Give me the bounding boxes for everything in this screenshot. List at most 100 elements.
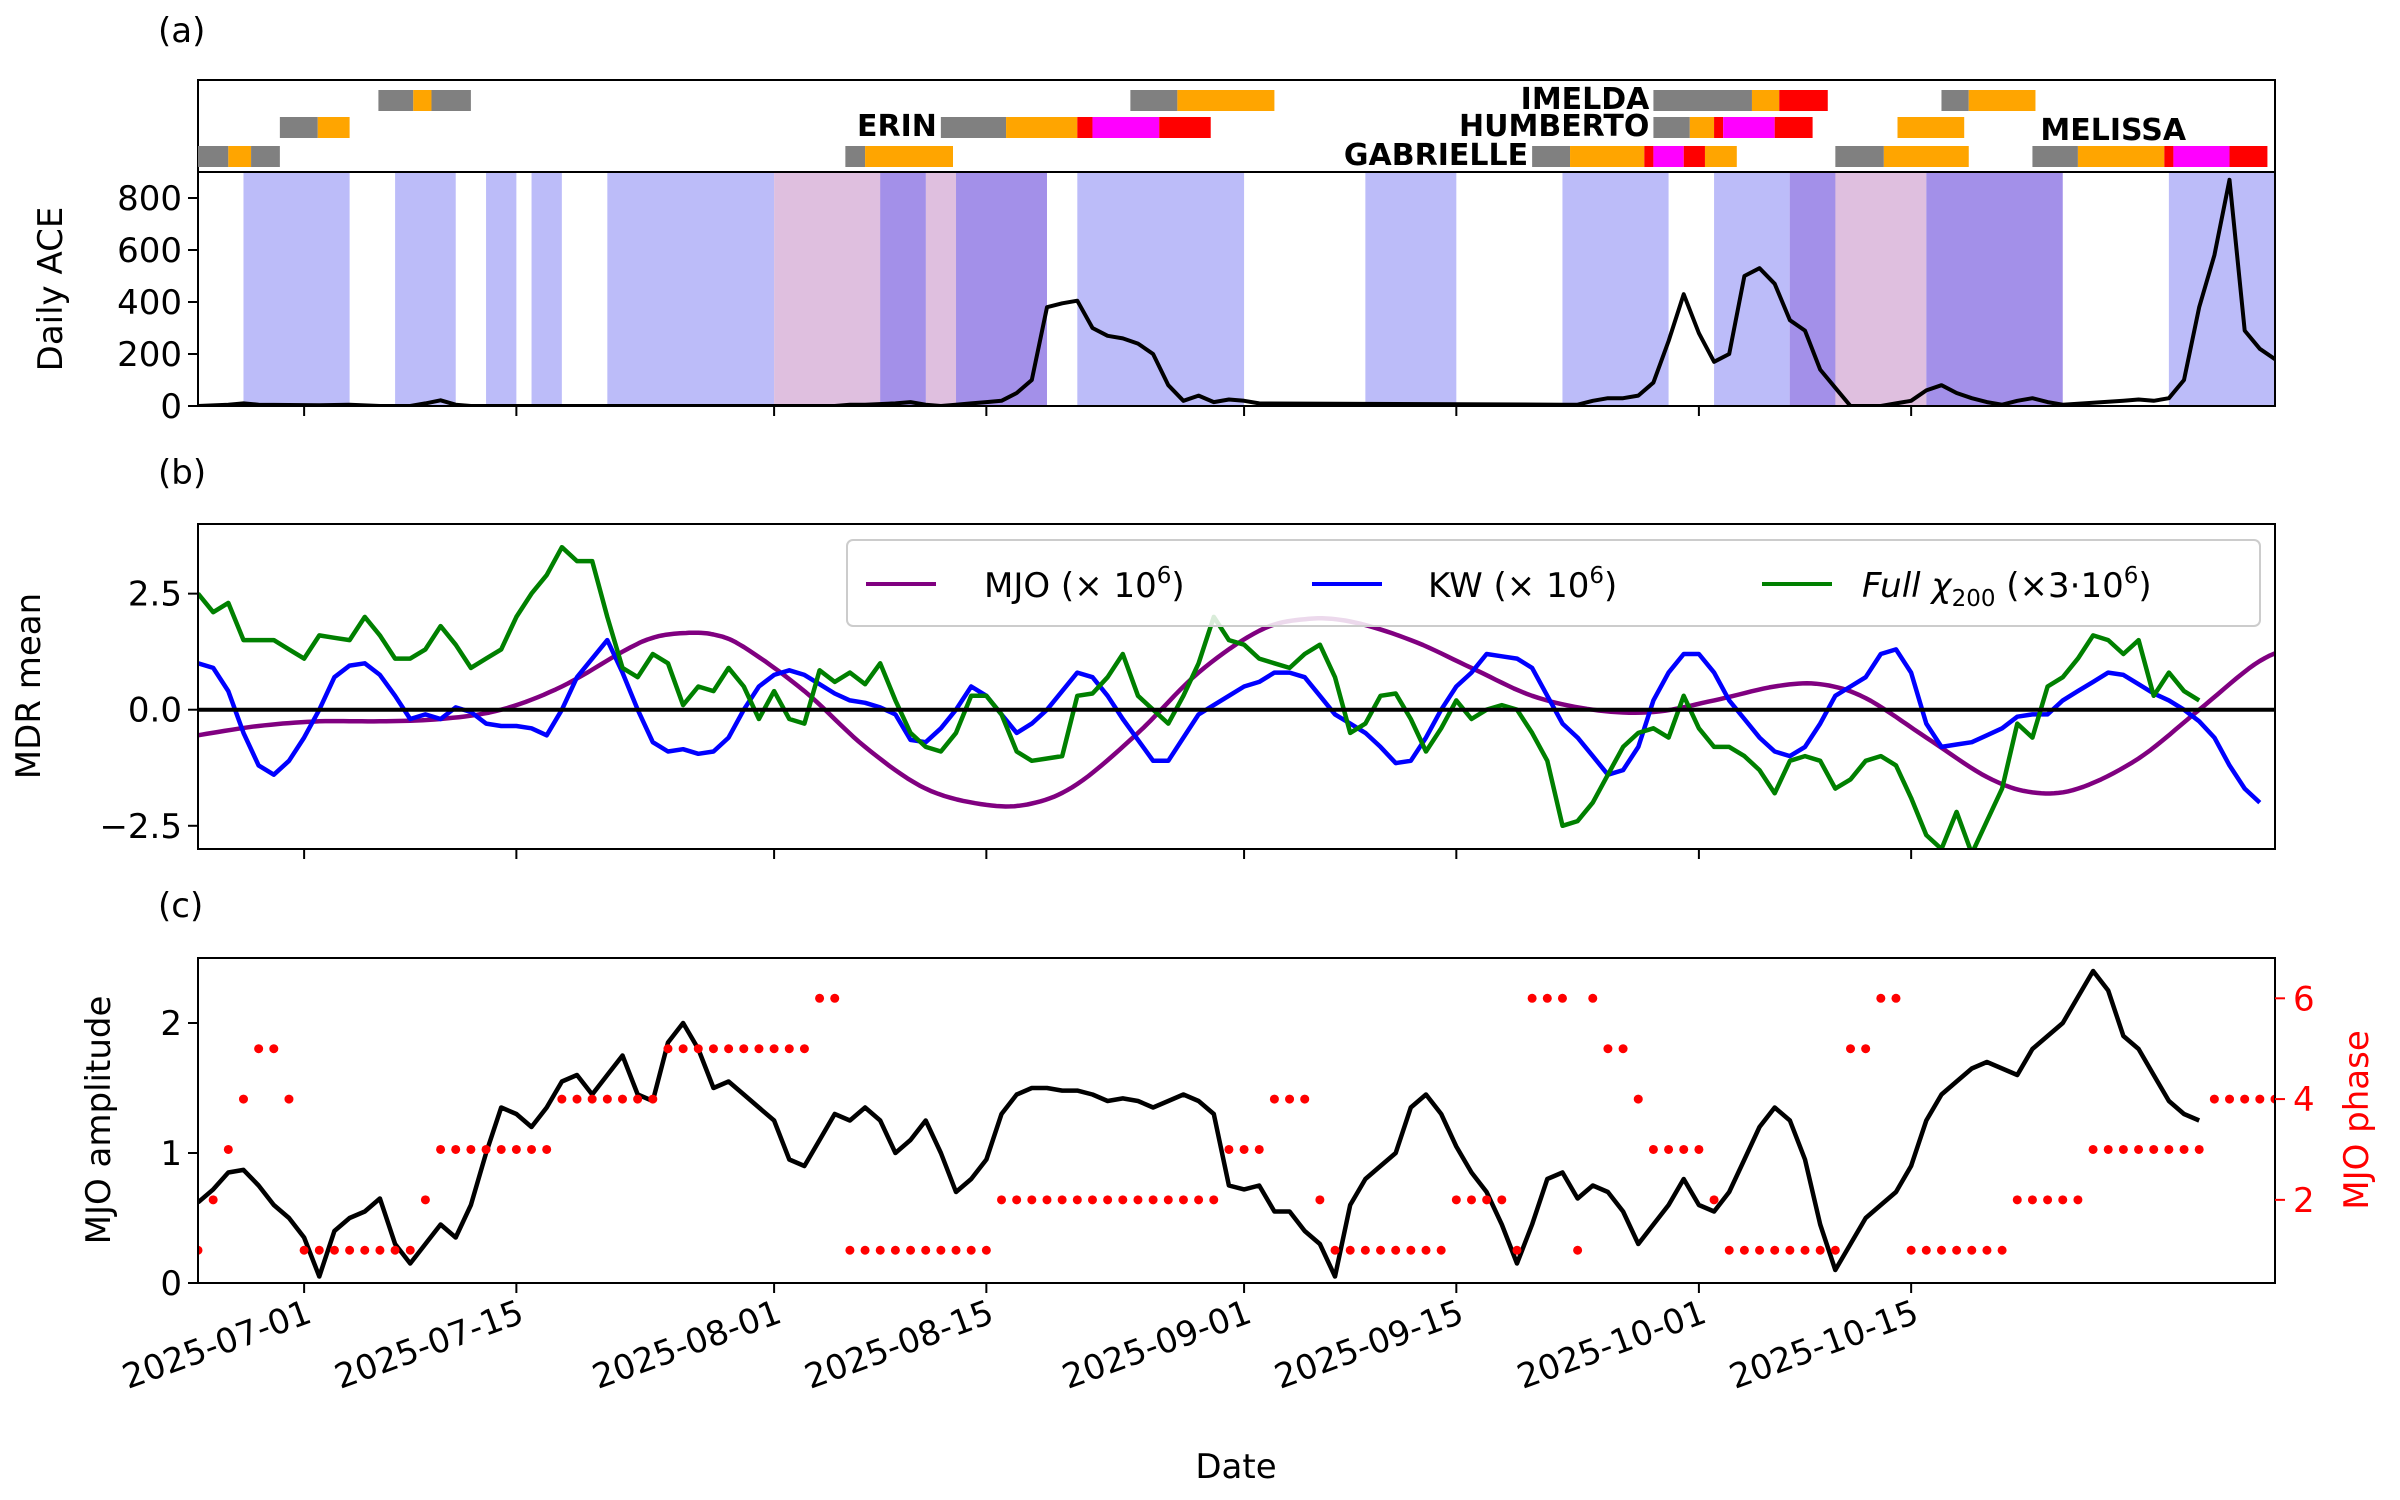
storm-segment-ts [1006,117,1078,138]
ytick-label-right: 2 [2293,1181,2315,1221]
storm-segment-td [251,146,280,167]
phase-point [1057,1195,1067,1205]
phase-point [1466,1195,1476,1205]
ytick-label: 0.0 [128,691,182,731]
phase-point [496,1144,506,1154]
storm-segment-ts [1177,90,1275,111]
phase-point [1224,1144,1234,1154]
storm-segment-td [845,146,866,167]
panel-c-label: (c) [158,886,203,926]
phase-point [1967,1245,1977,1255]
storm-segment-h1 [1714,117,1724,138]
phase-point [542,1144,552,1154]
ytick-label: 2 [160,1004,182,1044]
phase-point [1830,1245,1840,1255]
phase-point [451,1144,461,1154]
phase-point [1997,1245,2007,1255]
panel-c-phase-yticks: 2 4 6 [2275,979,2315,1221]
phase-point [1648,1144,1658,1154]
phase-point [511,1144,521,1154]
ytick-label-right: 4 [2293,1080,2315,1120]
shade-mjo [925,172,957,406]
panel-c-ylabel: MJO amplitude [79,996,119,1245]
legend: MJO (× 106) KW (× 106) Full χ200 (×3·106… [846,539,2261,627]
shade-kw [607,172,775,406]
ytick-label: 800 [117,179,182,219]
storm-segment-td [1130,90,1178,111]
panel-b-yticks: −2.5 0.0 2.5 [99,575,198,847]
phase-point [1300,1094,1310,1104]
shade-kw [486,172,517,406]
kw-line [198,637,2262,805]
phase-point [2179,1144,2189,1154]
phase-point [981,1245,991,1255]
phase-point [724,1044,734,1054]
phase-point [1936,1245,1946,1255]
phase-point [1815,1245,1825,1255]
phase-point [1163,1195,1173,1205]
phase-point [1573,1245,1583,1255]
phase-point [921,1245,931,1255]
shade-kw [1365,172,1457,406]
phase-point [678,1044,688,1054]
phase-point [1846,1044,1856,1054]
phase-point [1133,1195,1143,1205]
phase-point [799,1044,809,1054]
phase-point [830,993,840,1003]
phase-point [1618,1044,1628,1054]
shade-overlap [880,172,926,406]
ytick-label: −2.5 [99,807,182,847]
shade-overlap [1926,172,2063,406]
storm-segment-td [431,90,471,111]
panel-c: (c) 0 1 2 2 4 6 2025-07-01 2025-07-15 2025-08-… [79,886,2377,1487]
phase-point [1118,1195,1128,1205]
ytick-label: 0 [160,1264,182,1304]
panel-b-label: (b) [158,453,206,493]
phase-point [2012,1195,2022,1205]
storm-segment-ts [2077,146,2165,167]
phase-point [1406,1245,1416,1255]
phase-point [254,1044,264,1054]
phase-point [739,1044,749,1054]
phase-point [375,1245,385,1255]
storm-segment-ts [413,90,432,111]
phase-point [815,993,825,1003]
phase-point [754,1044,764,1054]
phase-point [436,1144,446,1154]
phase-point [1739,1245,1749,1255]
phase-point [1603,1044,1613,1054]
storm-segment-ts [1570,146,1645,167]
phase-point [1421,1245,1431,1255]
storm-segment-h4 [1683,146,1705,167]
storm-segment-h4 [1779,90,1828,111]
panel-c-xticks: 2025-07-01 2025-07-15 2025-08-01 2025-08-15… [117,1283,1924,1398]
phase-point [860,1245,870,1255]
phase-point [2118,1144,2128,1154]
phase-point [420,1195,430,1205]
phase-point [1345,1245,1355,1255]
phase-point [284,1094,294,1104]
phase-point [1952,1245,1962,1255]
panel-b-xticks [303,849,1913,859]
phase-point [1709,1195,1719,1205]
ytick-label: 0 [160,387,182,427]
phase-point [663,1044,673,1054]
storm-segment-ts [1704,146,1737,167]
storm-label: GABRIELLE [1344,138,1528,173]
panel-c-yticks: 0 1 2 [160,1004,198,1304]
storm-segment-ts [865,146,953,167]
storm-segment-h4 [1159,117,1211,138]
phase-point [1724,1245,1734,1255]
panel-b: (b) −2.5 0.0 2.5 MDR mean MJO (× 106) KW (… [9,453,2276,859]
phase-point [1482,1195,1492,1205]
phase-point [1027,1195,1037,1205]
phase-point [1360,1245,1370,1255]
phase-point [314,1245,324,1255]
storm-segment-td [279,117,318,138]
phase-point [1330,1245,1340,1255]
storm-segment-ts [1883,146,1969,167]
panel-a-xticks [303,406,1913,416]
ace-series [198,177,2275,406]
storm-segment-ts [228,146,252,167]
